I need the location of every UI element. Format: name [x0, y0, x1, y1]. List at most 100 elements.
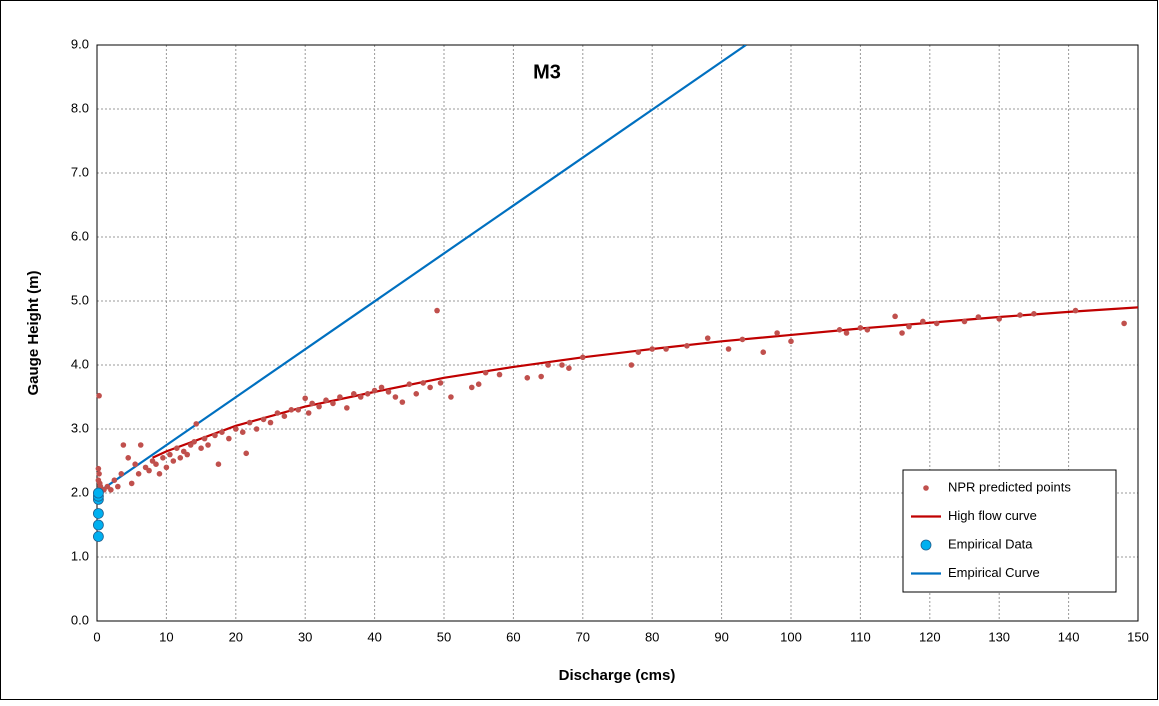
data-point: [243, 450, 250, 457]
data-point: [406, 381, 413, 388]
data-point: [125, 455, 132, 461]
y-tick-label: 7.0: [71, 164, 89, 179]
data-point: [663, 346, 669, 352]
data-point: [628, 362, 635, 368]
data-point: [193, 421, 200, 427]
data-point: [385, 389, 392, 395]
data-point: [413, 391, 420, 397]
data-point: [215, 461, 222, 468]
data-point: [892, 313, 898, 320]
x-tick-label: 50: [437, 629, 451, 644]
data-point: [344, 405, 350, 411]
data-point: [399, 399, 406, 405]
data-point: [843, 330, 850, 336]
data-point: [996, 316, 1002, 322]
legend-label: Empirical Curve: [948, 565, 1040, 580]
data-point: [281, 413, 288, 420]
data-point: [309, 400, 315, 407]
data-point: [212, 432, 218, 439]
y-tick-label: 8.0: [71, 100, 89, 115]
data-point: [170, 458, 177, 464]
data-point: [545, 362, 551, 368]
data-point: [524, 375, 531, 381]
x-tick-label: 0: [93, 629, 100, 644]
data-point: [174, 445, 180, 452]
data-point: [295, 407, 302, 413]
data-point: [330, 400, 336, 407]
data-point: [201, 435, 208, 442]
data-point: [468, 384, 475, 391]
data-point: [163, 464, 170, 471]
data-point: [160, 455, 166, 461]
data-point: [132, 461, 138, 468]
data-point: [288, 407, 295, 413]
data-point: [128, 480, 135, 487]
data-point: [226, 435, 232, 442]
legend-label: Empirical Data: [948, 536, 1033, 551]
data-point: [1031, 311, 1037, 317]
data-point: [475, 381, 482, 388]
data-point: [649, 346, 655, 352]
data-point: [115, 483, 121, 490]
x-tick-label: 110: [850, 629, 871, 644]
data-point: [371, 387, 378, 394]
data-point: [184, 451, 191, 458]
data-point: [704, 335, 711, 341]
data-point: [437, 380, 444, 386]
data-point: [448, 394, 454, 400]
x-tick-label: 60: [506, 629, 520, 644]
legend-label: NPR predicted points: [948, 479, 1071, 494]
data-point: [120, 442, 127, 448]
y-tick-label: 2.0: [71, 484, 89, 499]
data-point: [108, 487, 114, 493]
data-point: [496, 371, 503, 378]
data-point: [274, 410, 281, 416]
data-point: [357, 394, 364, 400]
x-tick-label: 140: [1058, 629, 1080, 644]
data-point: [1017, 312, 1023, 318]
data-point: [482, 369, 489, 376]
x-tick-label: 150: [1127, 629, 1149, 644]
data-point: [316, 403, 322, 410]
data-point: [788, 338, 794, 345]
data-point: [253, 426, 260, 432]
y-tick-label: 3.0: [71, 420, 89, 435]
legend: [902, 469, 1117, 593]
data-point: [260, 416, 267, 423]
data-point: [760, 349, 767, 356]
data-point: [1121, 320, 1127, 327]
data-point: [420, 380, 426, 386]
data-point: [246, 419, 253, 426]
data-point: [137, 442, 144, 448]
x-tick-label: 70: [576, 629, 590, 644]
data-point: [219, 429, 225, 436]
data-point: [635, 349, 642, 356]
data-point: [205, 442, 211, 448]
data-point: [920, 318, 926, 325]
data-point: [323, 397, 329, 404]
data-point: [239, 429, 246, 436]
data-point: [1072, 307, 1079, 314]
x-axis-label: Discharge (cms): [559, 667, 676, 684]
legend-swatch: [920, 539, 932, 551]
data-point: [233, 426, 239, 432]
data-point: [961, 318, 968, 325]
data-point: [566, 365, 572, 372]
data-point: [427, 384, 433, 391]
data-point: [857, 325, 864, 331]
data-line: [97, 45, 747, 494]
data-point: [156, 471, 163, 477]
data-point: [96, 392, 102, 399]
plot-area: [96, 44, 1139, 622]
data-point: [434, 307, 440, 314]
data-point: [95, 465, 102, 472]
data-point: [350, 391, 357, 397]
data-point: [92, 519, 104, 531]
legend-label: High flow curve: [948, 508, 1037, 523]
y-tick-label: 9.0: [71, 36, 89, 51]
y-tick-label: 4.0: [71, 356, 89, 371]
x-tick-label: 80: [645, 629, 659, 644]
data-point: [364, 391, 371, 397]
